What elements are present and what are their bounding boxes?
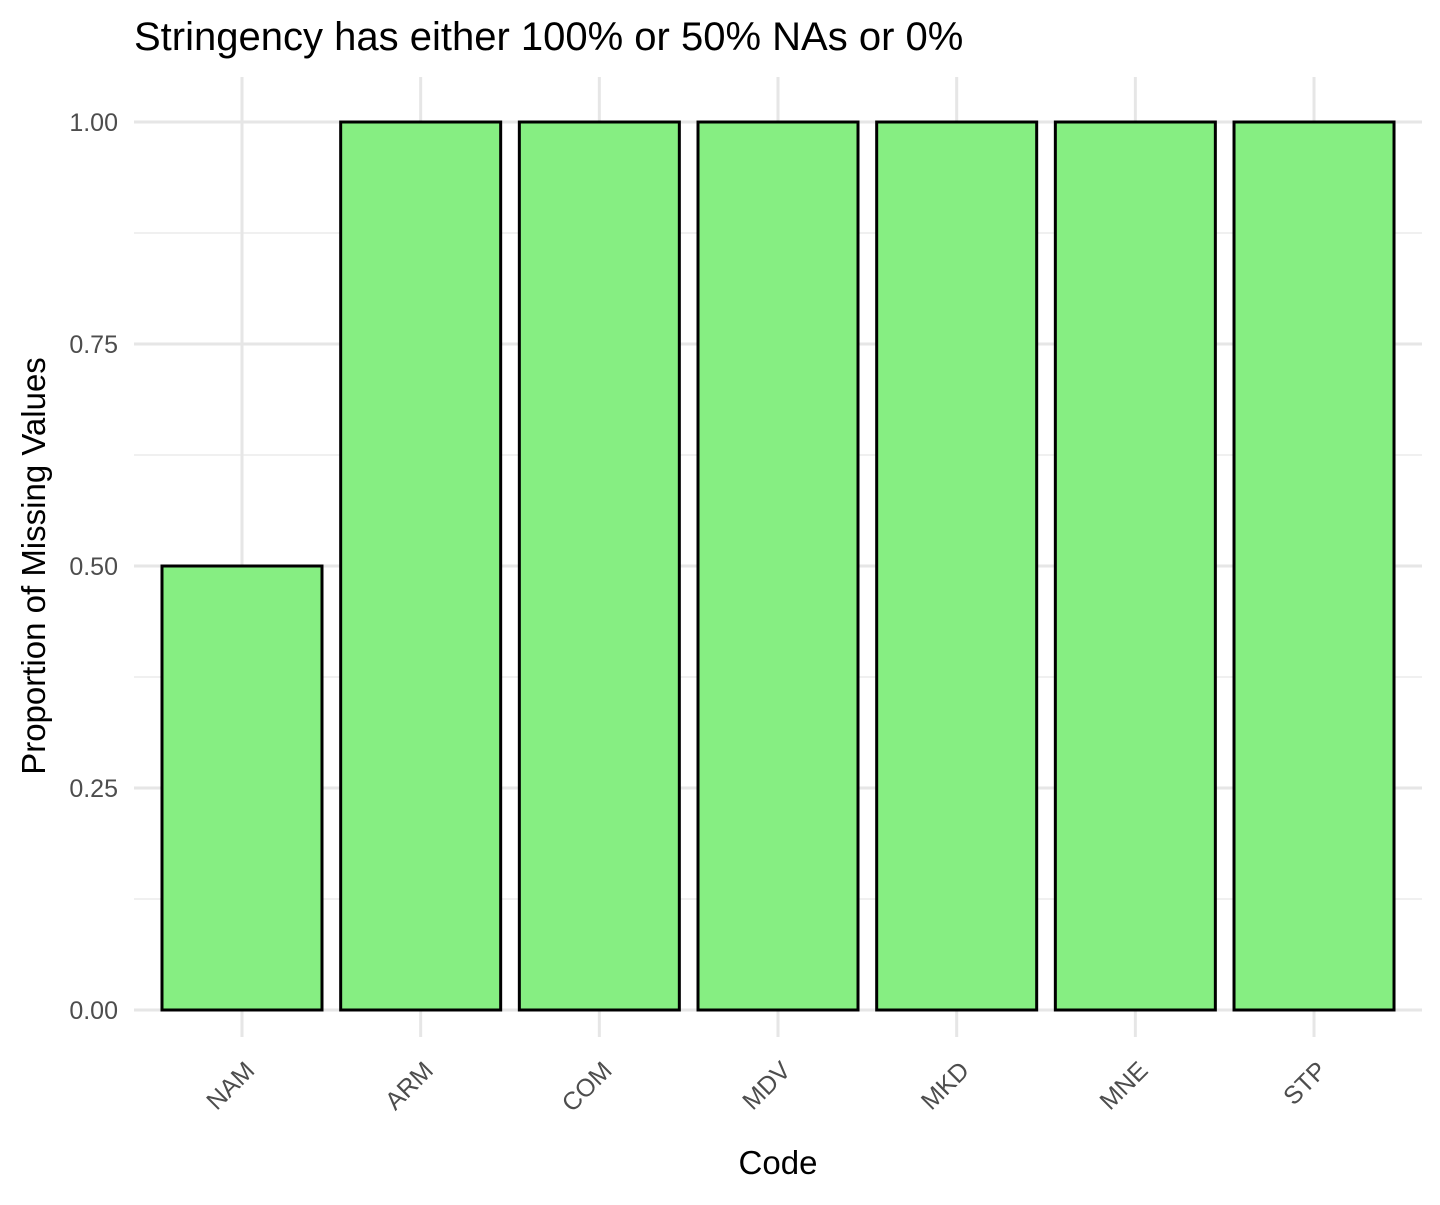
bar-stp <box>1232 120 1396 1012</box>
chart-title: Stringency has either 100% or 50% NAs or… <box>134 15 963 59</box>
x-tick-label: MNE <box>1095 1056 1154 1115</box>
y-tick-label: 0.75 <box>69 331 118 359</box>
x-tick-label: NAM <box>201 1056 260 1115</box>
y-tick-label: 0.25 <box>69 775 118 803</box>
bar-mdv <box>696 120 860 1012</box>
x-axis-ticks: NAM ARM COM MDV MKD MNE STP <box>201 1056 1332 1117</box>
bar-mkd <box>875 120 1039 1012</box>
x-tick-label: COM <box>557 1056 618 1117</box>
y-axis-ticks: 0.00 0.25 0.50 0.75 1.00 <box>69 109 118 1025</box>
bar-nam <box>160 564 324 1012</box>
y-tick-label: 1.00 <box>69 109 118 137</box>
y-tick-label: 0.00 <box>69 997 118 1025</box>
x-tick-label: MDV <box>737 1056 796 1115</box>
y-axis-title: Proportion of Missing Values <box>15 357 52 775</box>
bar-mne <box>1053 120 1217 1012</box>
bar-arm <box>339 120 503 1012</box>
x-axis-title: Code <box>739 1144 818 1181</box>
x-tick-label: MKD <box>916 1056 975 1115</box>
x-tick-label: STP <box>1278 1056 1332 1110</box>
x-tick-label: ARM <box>380 1056 439 1115</box>
y-tick-label: 0.50 <box>69 553 118 581</box>
bar-com <box>517 120 681 1012</box>
bars <box>160 120 1396 1012</box>
